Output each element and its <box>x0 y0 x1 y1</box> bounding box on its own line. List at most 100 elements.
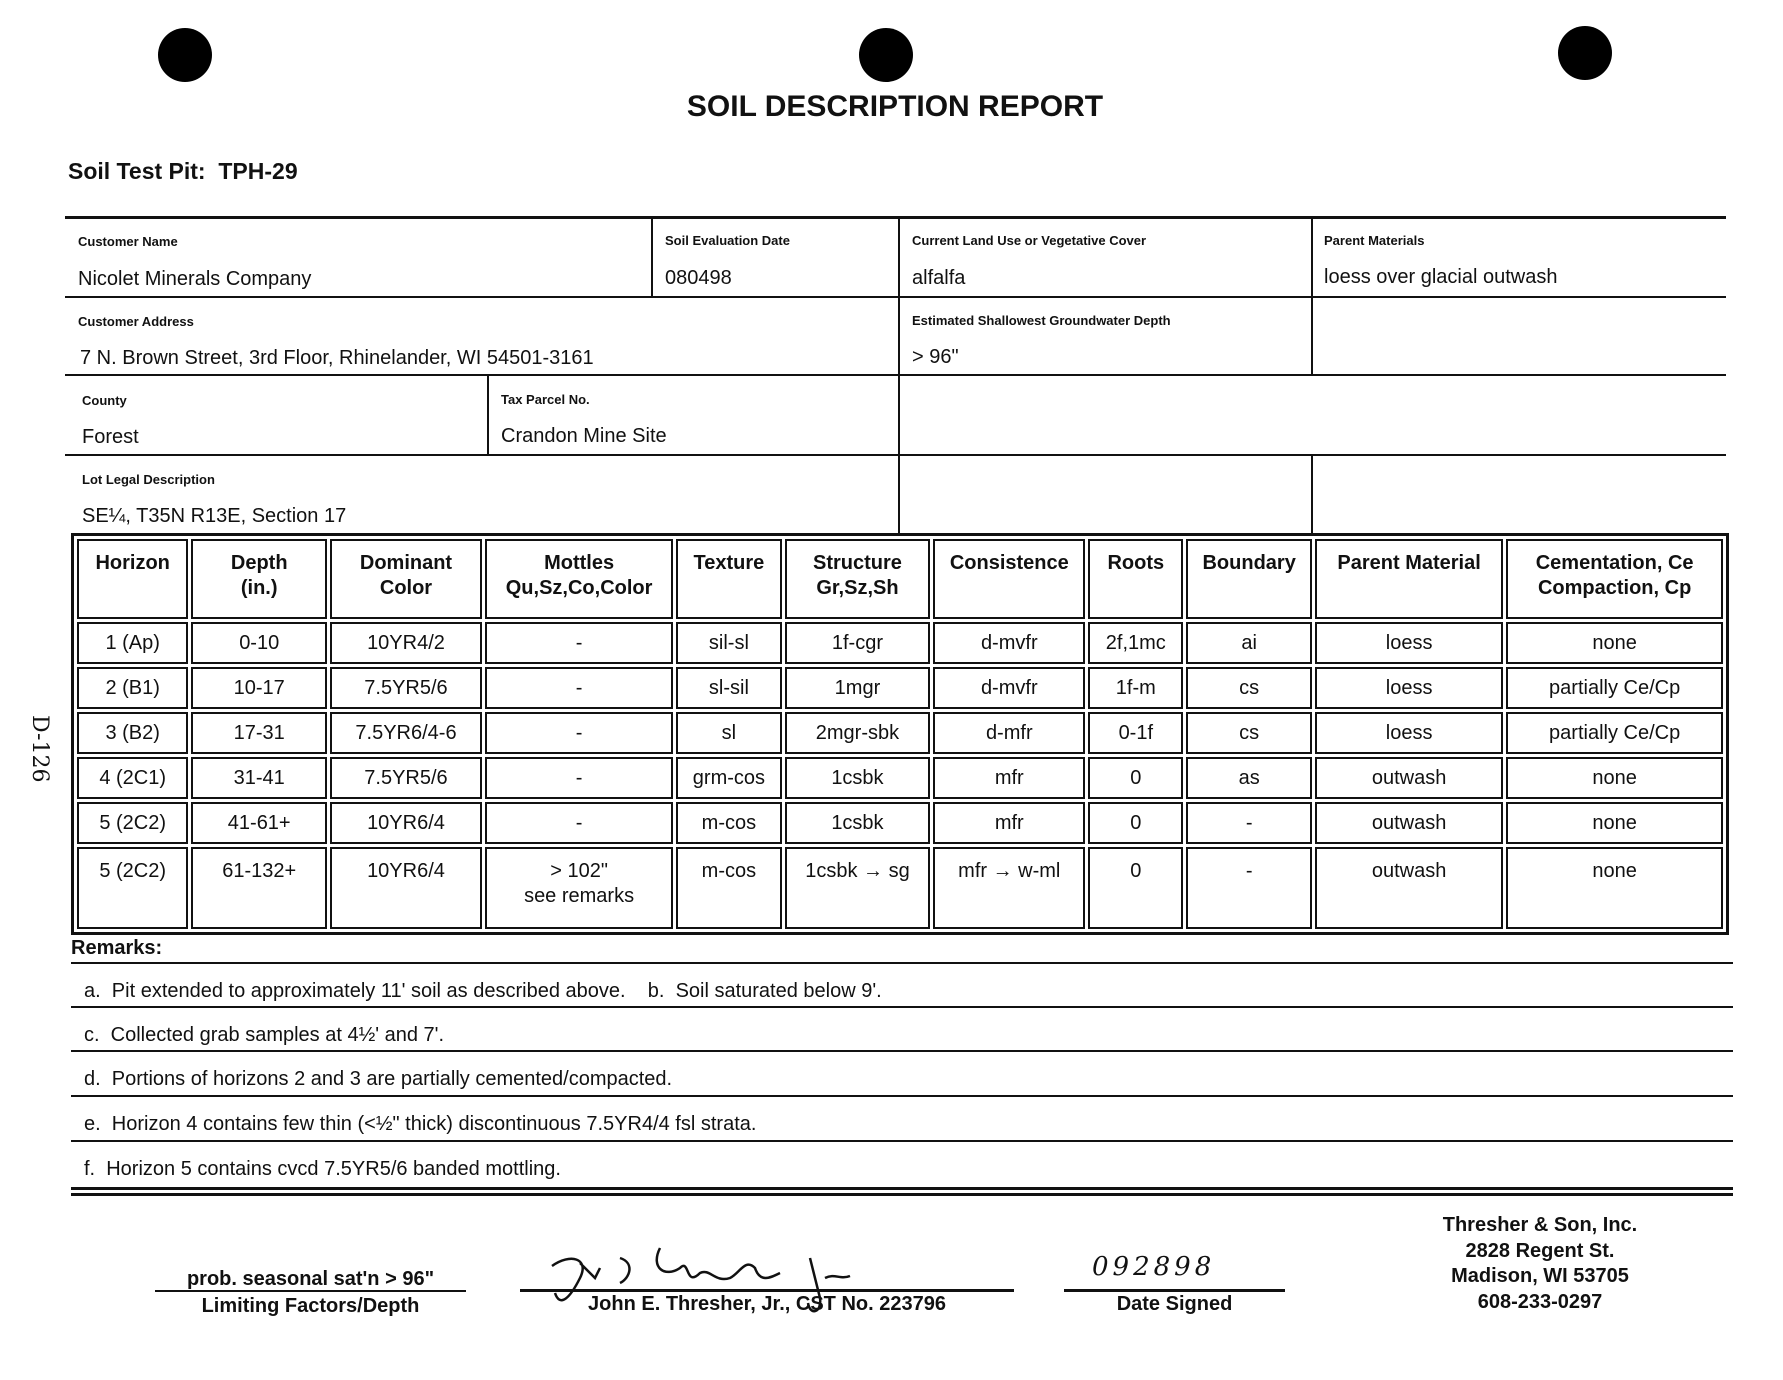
divider <box>65 216 1726 219</box>
table-cell: 10-17 <box>191 667 328 709</box>
column-header-text: Dominant <box>359 552 453 574</box>
remark-item: c. Collected grab samples at 4½' and 7'. <box>84 1024 445 1046</box>
table-cell: 1csbk <box>784 757 931 799</box>
eval-date-value: 080498 <box>665 267 732 289</box>
signature <box>551 1247 851 1313</box>
table-cell: 0 <box>1088 802 1184 844</box>
table-cell: none <box>1506 847 1723 929</box>
column-header-text: Color <box>379 577 433 599</box>
divider <box>155 1290 466 1292</box>
table-cell: - <box>1186 802 1312 844</box>
divider <box>487 375 489 455</box>
divider <box>1064 1289 1285 1292</box>
table-cell: 2f,1mc <box>1088 622 1184 664</box>
column-header-text: Horizon <box>95 552 170 574</box>
divider <box>71 1050 1733 1052</box>
divider <box>651 217 653 297</box>
divider <box>65 454 1726 456</box>
table-cell: 0-1f <box>1088 712 1184 754</box>
table-cell: loess <box>1314 667 1504 709</box>
table-cell: d-mvfr <box>933 622 1086 664</box>
table-cell: 3 (B2) <box>77 712 189 754</box>
column-header-text: Texture <box>693 552 765 574</box>
column-header: Dominant Color <box>330 539 482 619</box>
table-cell: grm-cos <box>676 757 782 799</box>
table-cell: 1f-cgr <box>784 622 931 664</box>
column-header: Horizon <box>77 539 189 619</box>
table-cell: 31-41 <box>191 757 328 799</box>
column-header: Consistence <box>933 539 1086 619</box>
table-cell: outwash <box>1314 757 1504 799</box>
table-cell: 10YR4/2 <box>330 622 482 664</box>
column-header-text: Consistence <box>949 552 1069 574</box>
table-cell: - <box>484 712 674 754</box>
legal-description-value: SE¼, T35N R13E, Section 17 <box>82 505 347 527</box>
column-header-text: Mottles <box>544 552 615 574</box>
table-cell: 2 (B1) <box>77 667 189 709</box>
date-signed-value: 092898 <box>1092 1252 1216 1282</box>
table-cell: m-cos <box>676 847 782 929</box>
divider <box>71 1006 1733 1008</box>
table-row: 4 (2C1) 31-41 7.5YR5/6- grm-cos 1csbk mfr 0 as o… <box>77 757 1723 799</box>
table-cell: - <box>484 622 674 664</box>
table-cell: 7.5YR5/6 <box>330 757 482 799</box>
table-cell: mfr <box>933 757 1086 799</box>
table-cell: 1mgr <box>784 667 931 709</box>
table-cell: 61-132+ <box>191 847 328 929</box>
table-cell: 1csbk <box>784 802 931 844</box>
table-cell: loess <box>1314 622 1504 664</box>
county-value: Forest <box>82 426 139 448</box>
column-header-text: Qu,Sz,Co,Color <box>505 577 653 599</box>
document-number: D-126 <box>27 715 52 783</box>
table-cell: outwash <box>1314 802 1504 844</box>
punch-hole <box>859 28 913 82</box>
company-block: Thresher & Son, Inc. 2828 Regent St. Mad… <box>1400 1213 1680 1315</box>
table-cell: d-mfr <box>933 712 1086 754</box>
remark-item: f. Horizon 5 contains cvcd 7.5YR5/6 band… <box>84 1158 561 1180</box>
column-header-text: Parent Material <box>1337 552 1481 574</box>
table-cell: cs <box>1186 667 1312 709</box>
column-header: Parent Material <box>1314 539 1504 619</box>
table-cell: outwash <box>1314 847 1504 929</box>
date-signed-label: Date Signed <box>1116 1293 1233 1315</box>
county-label: County <box>82 393 127 408</box>
divider <box>520 1289 1014 1292</box>
customer-address-label: Customer Address <box>78 314 194 329</box>
table-cell: partially Ce/Cp <box>1506 667 1723 709</box>
column-header-text: Structure <box>812 552 902 574</box>
table-cell: sil-sl <box>676 622 782 664</box>
table-cell: - <box>484 757 674 799</box>
column-header: Depth (in.) <box>191 539 328 619</box>
table-cell: 17-31 <box>191 712 328 754</box>
table-cell: none <box>1506 802 1723 844</box>
table-cell: mfr → w-ml <box>933 847 1086 929</box>
column-header: Texture <box>676 539 782 619</box>
column-header: Structure Gr,Sz,Sh <box>784 539 931 619</box>
remark-item: e. Horizon 4 contains few thin (<½" thic… <box>84 1113 757 1135</box>
table-row: 1 (Ap) 0-10 10YR4/2- sil-sl 1f-cgr d-mvfr 2f,1… <box>77 622 1723 664</box>
table-row: 3 (B2) 17-31 7.5YR6/4-6- sl 2mgr-sbk d-mfr 0-1… <box>77 712 1723 754</box>
table-cell: loess <box>1314 712 1504 754</box>
table-row: 2 (B1) 10-17 7.5YR5/6- sl-sil 1mgr d-mvfr 1f-m… <box>77 667 1723 709</box>
land-use-label: Current Land Use or Vegetative Cover <box>912 233 1147 248</box>
table-cell: 2mgr-sbk <box>784 712 931 754</box>
table-cell: as <box>1186 757 1312 799</box>
soil-test-pit: Soil Test Pit: TPH-29 <box>68 158 298 185</box>
table-cell: 41-61+ <box>191 802 328 844</box>
land-use-value: alfalfa <box>912 267 966 289</box>
divider <box>1311 455 1313 533</box>
groundwater-value: > 96" <box>912 346 959 368</box>
eval-date-label: Soil Evaluation Date <box>665 233 790 248</box>
table-cell: sl <box>676 712 782 754</box>
tax-parcel-value: Crandon Mine Site <box>501 425 667 447</box>
divider <box>65 374 1726 376</box>
signer-name: John E. Thresher, Jr., CST No. 223796 <box>588 1293 946 1315</box>
legal-description-label: Lot Legal Description <box>82 472 215 487</box>
divider <box>1311 217 1313 375</box>
table-cell: 1csbk → sg <box>784 847 931 929</box>
company-phone: 608-233-0297 <box>1477 1290 1603 1313</box>
punch-hole <box>1558 26 1612 80</box>
table-cell: d-mvfr <box>933 667 1086 709</box>
limiting-factors-value: prob. seasonal sat'n > 96" <box>186 1268 435 1290</box>
